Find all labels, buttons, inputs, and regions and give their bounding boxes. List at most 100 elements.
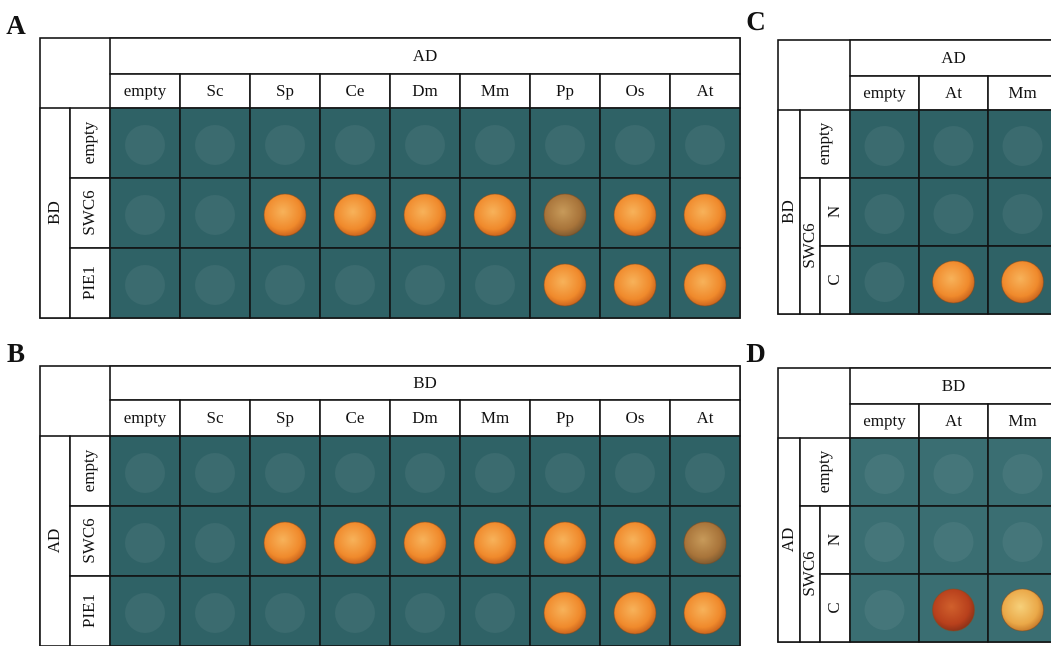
faint-spot — [125, 523, 165, 563]
panel-label: B — [7, 338, 25, 368]
faint-spot — [405, 265, 445, 305]
faint-spot — [1003, 522, 1043, 562]
colony — [334, 194, 376, 236]
faint-spot — [475, 125, 515, 165]
column-label: Mm — [1008, 83, 1036, 102]
row-label: C — [824, 274, 843, 285]
column-label: Sc — [207, 408, 224, 427]
colony — [933, 261, 975, 303]
column-label: Os — [626, 81, 645, 100]
faint-spot — [335, 265, 375, 305]
faint-spot — [195, 125, 235, 165]
faint-spot — [934, 194, 974, 234]
panel-label: D — [746, 338, 766, 368]
row-header: BD — [778, 200, 797, 224]
faint-spot — [1003, 454, 1043, 494]
faint-spot — [475, 593, 515, 633]
faint-spot — [125, 125, 165, 165]
colony — [264, 522, 306, 564]
colony — [684, 194, 726, 236]
column-label: Os — [626, 408, 645, 427]
colony — [684, 522, 726, 564]
faint-spot — [934, 126, 974, 166]
column-header: BD — [942, 376, 966, 395]
column-label: Pp — [556, 408, 574, 427]
faint-spot — [685, 453, 725, 493]
colony — [404, 522, 446, 564]
faint-spot — [125, 195, 165, 235]
faint-spot — [265, 593, 305, 633]
faint-spot — [865, 262, 905, 302]
row-label: SWC6 — [79, 190, 98, 235]
row-label: PIE1 — [79, 594, 98, 628]
colony — [614, 592, 656, 634]
column-header: AD — [941, 48, 966, 67]
column-label: Sp — [276, 81, 294, 100]
column-label: Sc — [207, 81, 224, 100]
column-label: At — [697, 408, 714, 427]
column-label: empty — [863, 83, 906, 102]
column-label: empty — [863, 411, 906, 430]
faint-spot — [545, 125, 585, 165]
column-label: empty — [124, 81, 167, 100]
faint-spot — [405, 125, 445, 165]
row-label: empty — [814, 122, 833, 165]
column-label: Ce — [346, 81, 365, 100]
column-header: BD — [413, 373, 437, 392]
row-label: N — [824, 534, 843, 546]
column-label: Mm — [481, 408, 509, 427]
column-label: Mm — [481, 81, 509, 100]
faint-spot — [195, 195, 235, 235]
colony — [684, 592, 726, 634]
row-label: SWC6 — [79, 518, 98, 563]
faint-spot — [195, 593, 235, 633]
faint-spot — [1003, 126, 1043, 166]
row-label: empty — [79, 121, 98, 164]
colony — [544, 264, 586, 306]
column-label: Dm — [412, 408, 438, 427]
colony — [264, 194, 306, 236]
faint-spot — [195, 523, 235, 563]
row-label: empty — [79, 449, 98, 492]
column-header: AD — [413, 46, 438, 65]
column-label: Dm — [412, 81, 438, 100]
row-header: AD — [778, 528, 797, 553]
faint-spot — [335, 453, 375, 493]
row-label: C — [824, 602, 843, 613]
colony — [684, 264, 726, 306]
faint-spot — [1003, 194, 1043, 234]
panel-label: C — [746, 6, 766, 36]
faint-spot — [934, 454, 974, 494]
colony — [544, 592, 586, 634]
column-label: empty — [124, 408, 167, 427]
faint-spot — [865, 454, 905, 494]
column-label: At — [945, 411, 962, 430]
row-header: BD — [44, 201, 63, 225]
colony — [474, 194, 516, 236]
faint-spot — [335, 125, 375, 165]
colony — [1002, 589, 1044, 631]
faint-spot — [545, 453, 585, 493]
row-label: N — [824, 206, 843, 218]
row-header: AD — [44, 529, 63, 554]
faint-spot — [405, 593, 445, 633]
colony — [544, 194, 586, 236]
column-label: Pp — [556, 81, 574, 100]
faint-spot — [475, 453, 515, 493]
faint-spot — [685, 125, 725, 165]
colony — [933, 589, 975, 631]
page: AADemptyScSpCeDmMmPpOsAtBDemptySWC6PIE1B… — [0, 0, 1051, 646]
panel-label: A — [6, 10, 26, 40]
faint-spot — [615, 125, 655, 165]
group-label: SWC6 — [799, 551, 818, 596]
colony — [614, 522, 656, 564]
colony — [474, 522, 516, 564]
faint-spot — [195, 265, 235, 305]
faint-spot — [865, 590, 905, 630]
colony — [614, 264, 656, 306]
row-label: empty — [814, 450, 833, 493]
colony — [404, 194, 446, 236]
column-label: At — [945, 83, 962, 102]
faint-spot — [475, 265, 515, 305]
colony — [1002, 261, 1044, 303]
